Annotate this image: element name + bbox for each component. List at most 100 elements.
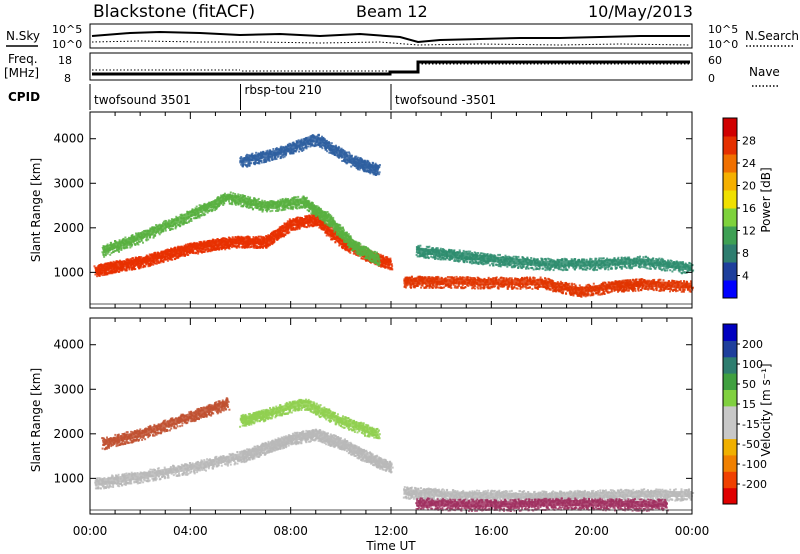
echo-pixel xyxy=(103,255,106,258)
echo-pixel xyxy=(374,260,377,263)
echo-pixel xyxy=(134,243,137,246)
echo-pixel xyxy=(359,243,362,246)
echo-pixel xyxy=(159,261,162,264)
echo-pixel xyxy=(201,249,204,252)
echo-pixel xyxy=(270,242,273,245)
echo-pixel xyxy=(288,231,291,234)
nsearch-tick-top: 10^5 xyxy=(708,23,738,36)
echo-pixel xyxy=(265,246,268,249)
echo-pixel xyxy=(268,241,271,244)
echo-pixel xyxy=(353,251,356,254)
echo-pixel xyxy=(153,252,156,255)
echo-pixel xyxy=(306,215,309,218)
echo-pixel xyxy=(242,236,245,239)
echo-pixel xyxy=(253,163,256,165)
echo-pixel xyxy=(389,268,392,271)
echo-pixel xyxy=(352,164,355,167)
echo-pixel xyxy=(249,162,252,165)
echo-pixel xyxy=(350,154,353,157)
echo-pixel xyxy=(182,221,185,224)
echo-pixel xyxy=(191,208,194,211)
echo-pixel xyxy=(155,261,158,264)
echo-pixel xyxy=(182,254,185,257)
echo-pixel xyxy=(131,243,133,246)
echo-pixel xyxy=(172,225,175,228)
echo-pixel xyxy=(118,239,121,242)
echo-pixel xyxy=(348,152,351,155)
echo-pixel xyxy=(203,214,205,217)
echo-pixel xyxy=(219,246,222,249)
echo-pixel xyxy=(194,252,197,255)
echo-pixel xyxy=(131,266,133,269)
echo-pixel xyxy=(120,249,123,251)
echo-pixel xyxy=(274,158,277,161)
echo-pixel xyxy=(120,267,123,270)
echo-pixel xyxy=(326,150,329,153)
nsky-label: N.Sky xyxy=(6,29,40,43)
echo-pixel xyxy=(255,151,258,154)
echo-pixel xyxy=(322,137,325,140)
cpid-label: CPID xyxy=(8,90,40,104)
echo-pixel xyxy=(214,209,217,212)
echo-pixel xyxy=(386,257,389,260)
freq-label-1: Freq. xyxy=(8,52,38,66)
echo-pixel xyxy=(104,254,107,257)
echo-pixel xyxy=(174,254,177,257)
echo-pixel xyxy=(275,148,278,151)
echo-pixel xyxy=(358,241,361,244)
echo-pixel xyxy=(118,268,121,270)
echo-pixel xyxy=(231,246,233,249)
echo-pixel xyxy=(324,231,327,234)
echo-pixel xyxy=(352,239,354,242)
echo-pixel xyxy=(187,251,190,254)
echo-pixel xyxy=(202,247,205,250)
echo-pixel xyxy=(137,232,140,235)
echo-pixel xyxy=(300,148,303,151)
echo-pixel xyxy=(171,258,174,261)
echo-pixel xyxy=(352,252,355,255)
date-label: 10/May/2013 xyxy=(588,2,693,21)
echo-pixel xyxy=(164,229,167,232)
echo-pixel xyxy=(380,254,383,257)
echo-pixel xyxy=(284,208,287,211)
echo-pixel xyxy=(311,212,314,215)
echo-pixel xyxy=(324,147,326,150)
echo-pixel xyxy=(296,207,299,210)
echo-pixel xyxy=(241,194,244,197)
echo-pixel xyxy=(162,222,164,225)
echo-pixel xyxy=(102,270,105,273)
echo-pixel xyxy=(413,284,416,287)
echo-pixel xyxy=(275,147,278,150)
echo-pixel xyxy=(403,285,406,288)
echo-pixel xyxy=(378,259,380,262)
echo-pixel xyxy=(204,213,207,216)
echo-pixel xyxy=(309,222,312,225)
echo-pixel xyxy=(175,215,178,218)
echo-pixel xyxy=(205,210,208,213)
echo-pixel xyxy=(280,233,283,236)
echo-pixel xyxy=(199,214,202,216)
echo-pixel xyxy=(295,226,298,229)
echo-pixel xyxy=(281,198,284,200)
echo-pixel xyxy=(360,245,363,248)
echo-pixel xyxy=(215,208,218,210)
echo-pixel xyxy=(348,151,350,154)
echo-pixel xyxy=(147,262,150,265)
echo-pixel xyxy=(340,226,343,229)
echo-pixel xyxy=(365,259,368,262)
echo-pixel xyxy=(290,228,293,231)
echo-pixel xyxy=(211,246,213,249)
echo-pixel xyxy=(383,264,386,267)
echo-pixel xyxy=(282,207,285,210)
echo-trace xyxy=(94,215,393,274)
echo-pixel xyxy=(295,196,298,199)
echo-pixel xyxy=(195,205,198,208)
echo-pixel xyxy=(154,262,157,265)
echo-pixel xyxy=(335,144,337,147)
echo-pixel xyxy=(269,200,272,203)
echo-pixel xyxy=(318,145,321,148)
echo-pixel xyxy=(323,138,326,141)
echo-pixel xyxy=(149,254,152,257)
echo-pixel xyxy=(181,220,183,223)
echo-pixel xyxy=(130,245,133,248)
